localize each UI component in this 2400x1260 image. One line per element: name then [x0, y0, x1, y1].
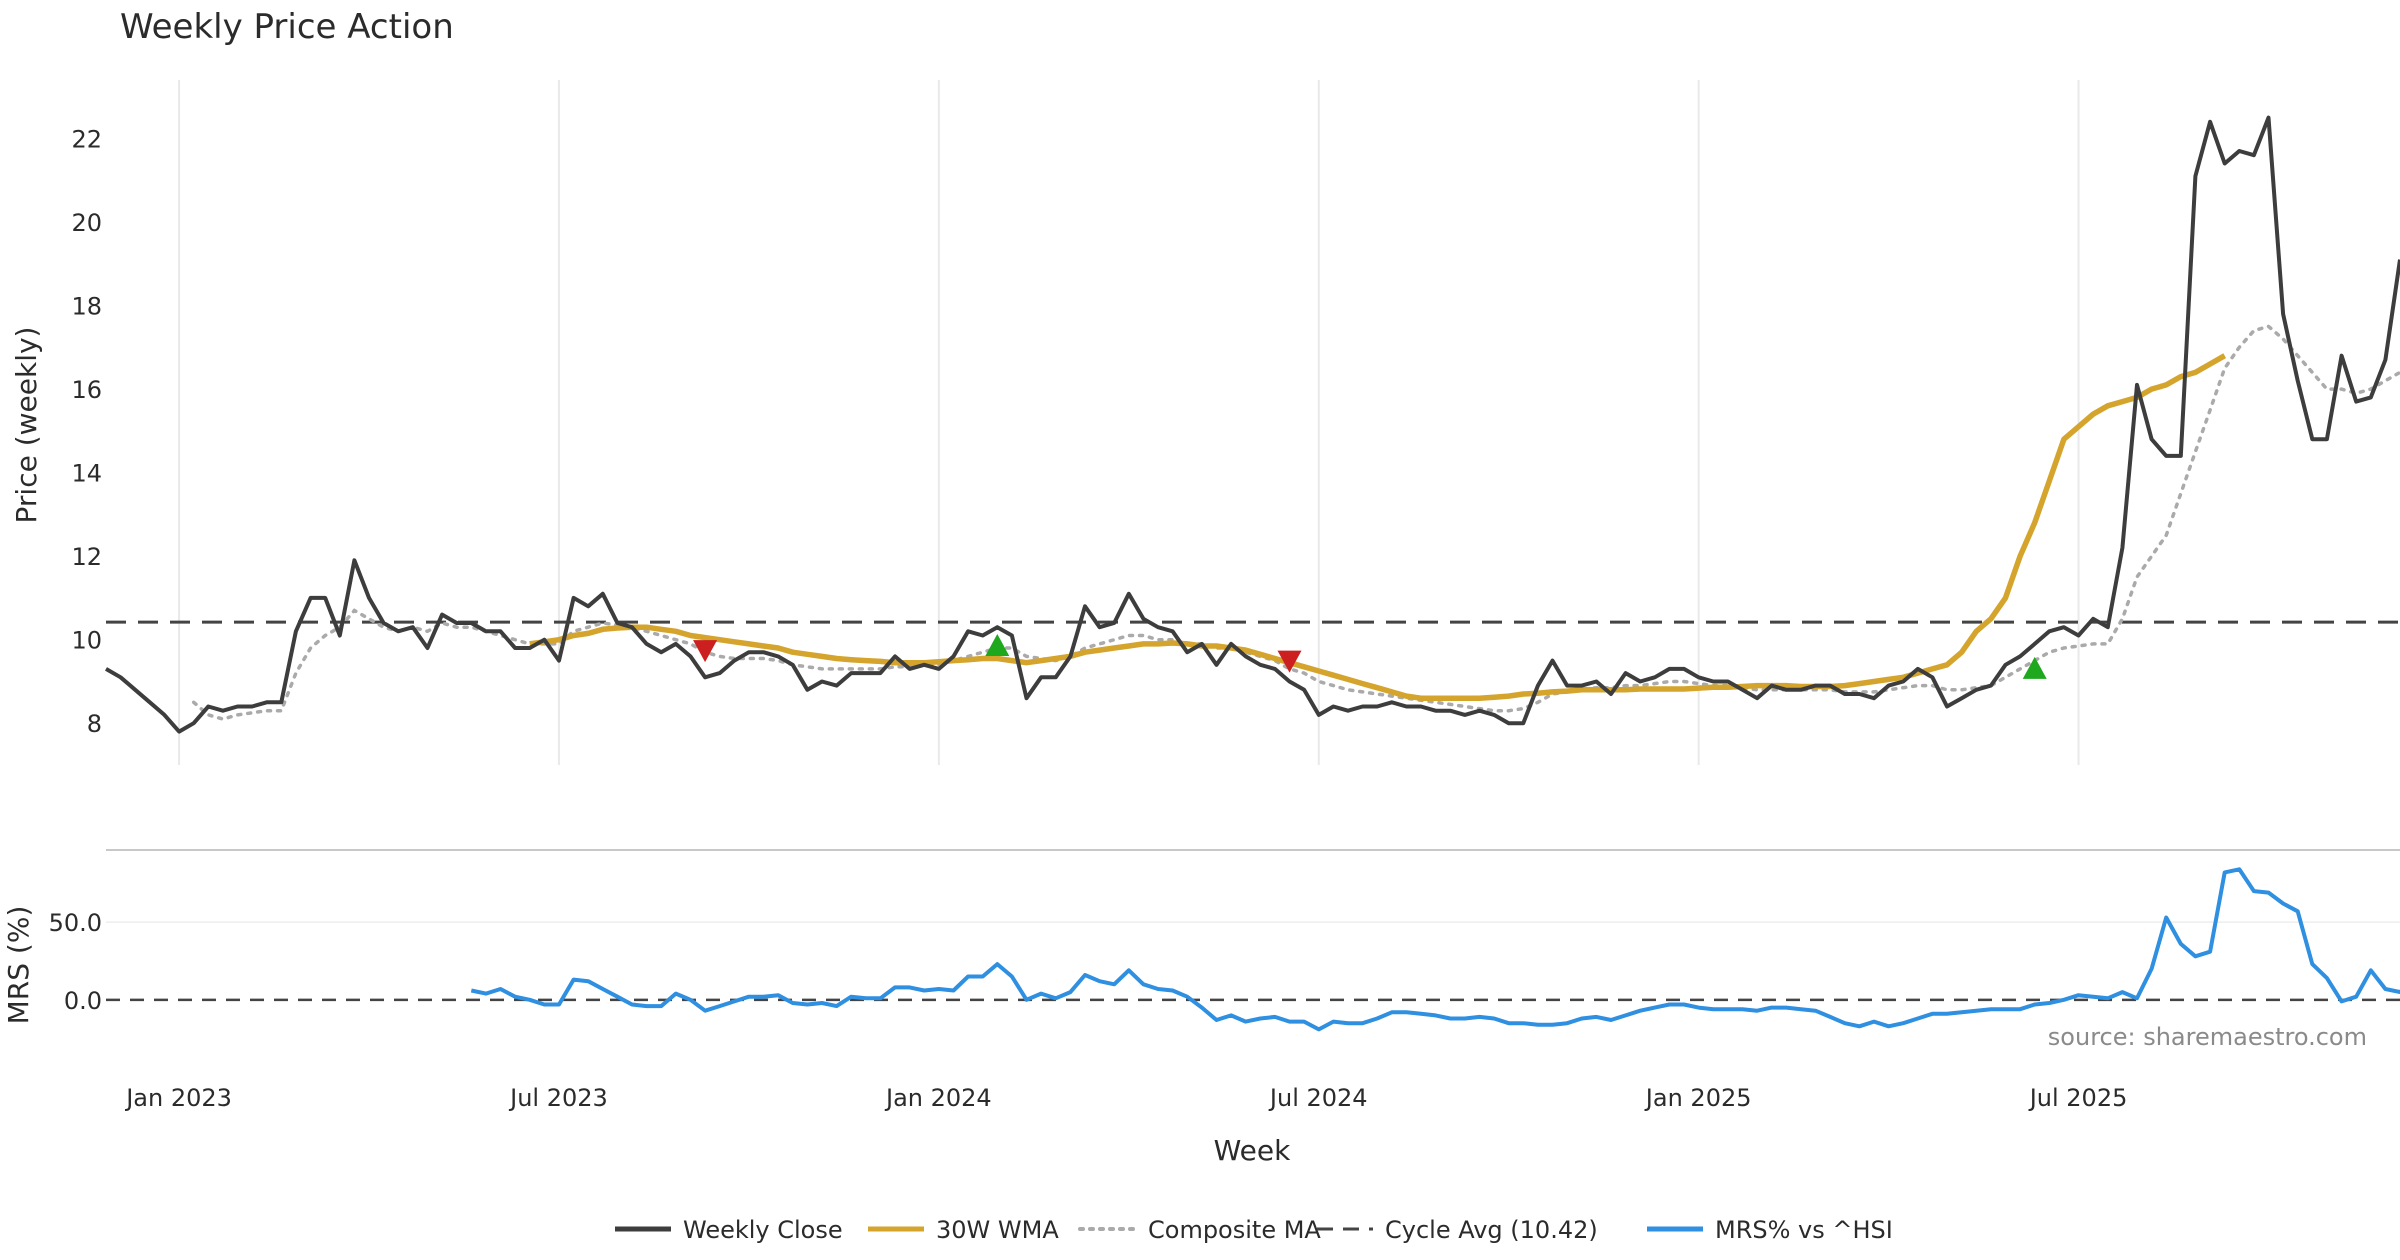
price-y-tick-label: 10 — [71, 627, 102, 655]
x-tick-label: Jan 2023 — [124, 1084, 232, 1112]
mrs-axis-label: MRS (%) — [2, 906, 35, 1025]
legend: Weekly Close 30W WMA Composite MA Cycle Avg… — [615, 1216, 1893, 1244]
x-tick-label: Jan 2025 — [1644, 1084, 1752, 1112]
sell-signal-marker — [693, 640, 718, 663]
source-note: source: sharemaestro.com — [2048, 1023, 2367, 1051]
sell-signal-marker — [1277, 650, 1302, 673]
price-y-tick-label: 16 — [71, 376, 102, 404]
x-tick-label: Jan 2024 — [884, 1084, 992, 1112]
price-y-tick-label: 14 — [71, 460, 102, 488]
vertical-grid — [178, 80, 2080, 765]
x-axis-ticks: Jan 2023 Jul 2023 Jan 2024 Jul 2024 Jan 2025… — [124, 1084, 2127, 1112]
composite-ma-line — [191, 324, 2400, 721]
price-axis-label: Price (weekly) — [10, 327, 43, 524]
price-y-tick-label: 8 — [87, 710, 102, 738]
mrs-line — [470, 867, 2400, 1032]
buy-signal-marker — [2022, 656, 2047, 679]
price-y-ticks: 8 10 12 14 16 18 20 22 — [71, 125, 102, 738]
legend-label: MRS% vs ^HSI — [1715, 1216, 1893, 1244]
mrs-y-tick-label: 0.0 — [64, 987, 102, 1015]
signal-markers — [693, 633, 2047, 679]
price-y-tick-label: 22 — [71, 125, 102, 153]
legend-label: Cycle Avg (10.42) — [1385, 1216, 1598, 1244]
x-tick-label: Jul 2025 — [2028, 1084, 2128, 1112]
buy-signal-marker — [985, 633, 1010, 656]
price-y-tick-label: 20 — [71, 209, 102, 237]
x-tick-label: Jul 2024 — [1268, 1084, 1368, 1112]
chart-title: Weekly Price Action — [120, 7, 454, 47]
legend-label: 30W WMA — [936, 1216, 1059, 1244]
legend-label: Weekly Close — [683, 1216, 843, 1244]
mrs-y-tick-label: 50.0 — [49, 909, 102, 937]
price-y-tick-label: 18 — [71, 293, 102, 321]
wma-30w-line — [529, 353, 2227, 701]
weekly-close-line — [105, 115, 2400, 734]
legend-label: Composite MA — [1148, 1216, 1321, 1244]
x-axis-label: Week — [1214, 1134, 1291, 1167]
price-y-tick-label: 12 — [71, 543, 102, 571]
mrs-y-ticks: 0.0 50.0 — [49, 909, 2400, 1015]
x-tick-label: Jul 2023 — [508, 1084, 608, 1112]
